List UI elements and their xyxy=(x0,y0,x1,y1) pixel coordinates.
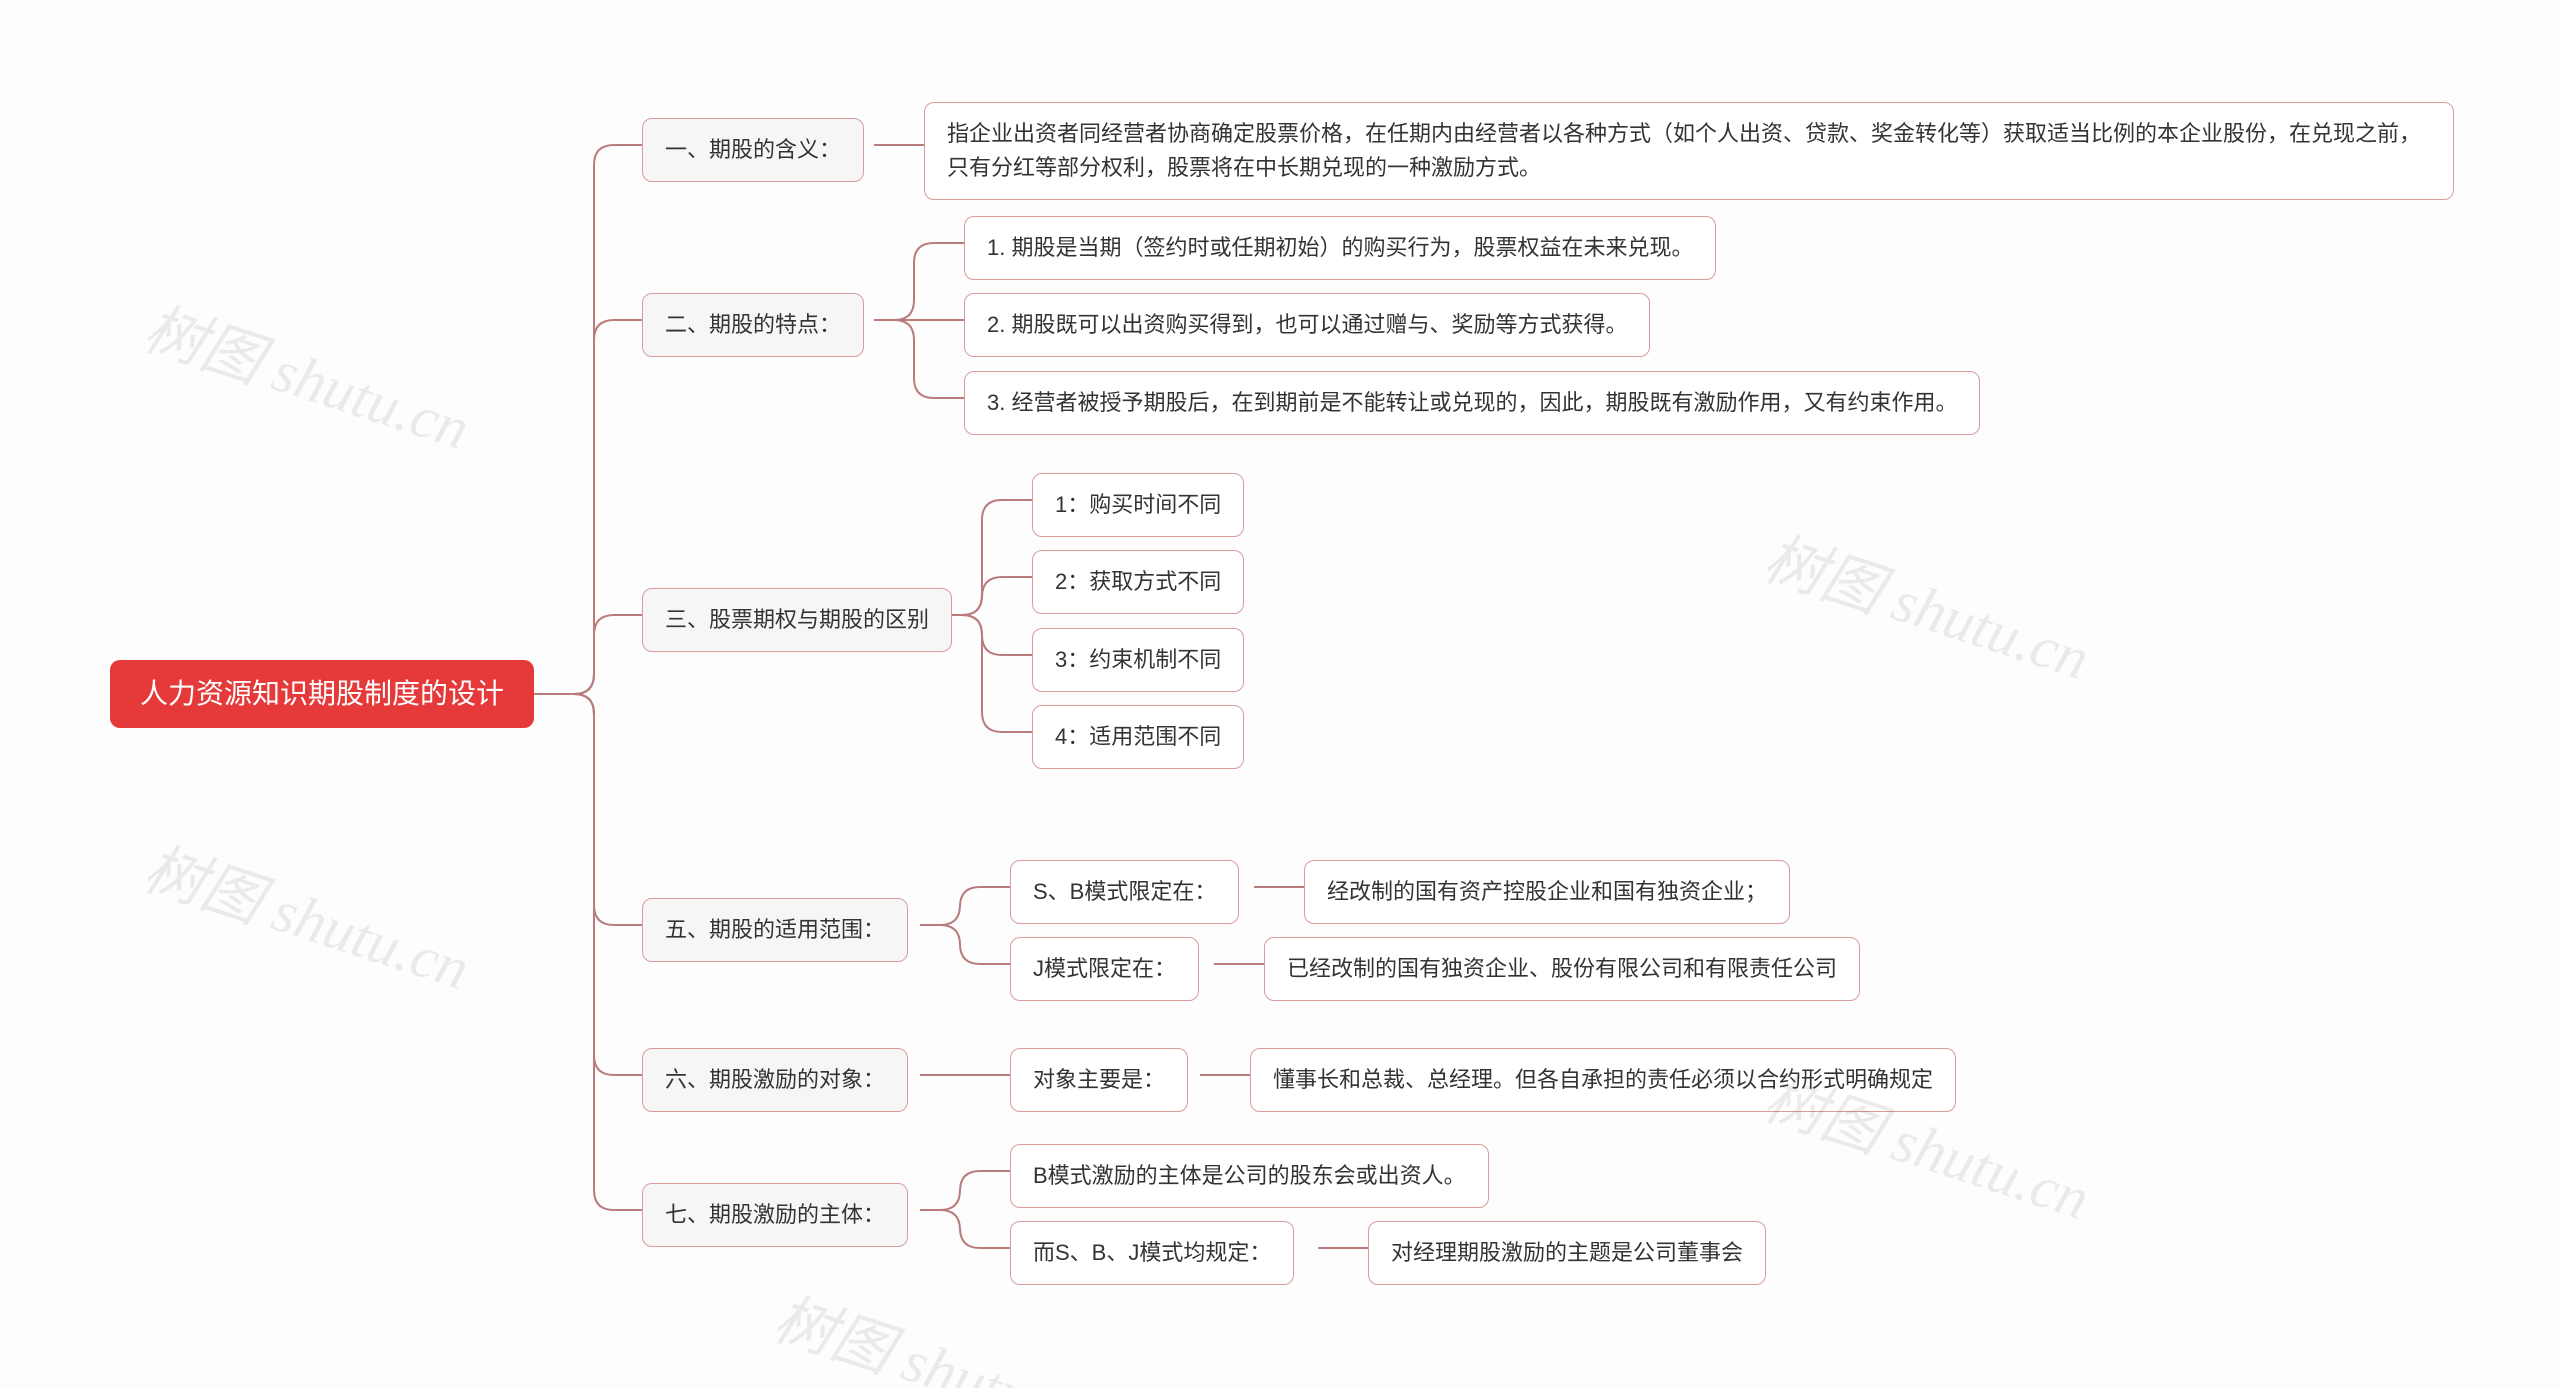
branch-6-label: 七、期股激励的主体： xyxy=(665,1198,885,1232)
branch-4-label: 五、期股的适用范围： xyxy=(665,913,885,947)
watermark-text: 树图 shutu.cn xyxy=(765,1270,1112,1388)
branch-6-leaf-1[interactable]: B模式激励的主体是公司的股东会或出资人。 xyxy=(1010,1144,1489,1208)
branch-3-leaf-4[interactable]: 4：适用范围不同 xyxy=(1032,705,1244,769)
branch-6-leaf-2-sub-text: 对经理期股激励的主题是公司董事会 xyxy=(1391,1236,1743,1270)
branch-3-leaf-1[interactable]: 1：购买时间不同 xyxy=(1032,473,1244,537)
root-label: 人力资源知识期股制度的设计 xyxy=(140,672,504,715)
branch-4-leaf-2[interactable]: J模式限定在： xyxy=(1010,937,1199,1001)
branch-2-leaf-1-text: 1. 期股是当期（签约时或任期初始）的购买行为，股票权益在未来兑现。 xyxy=(987,231,1693,265)
branch-2[interactable]: 二、期股的特点： xyxy=(642,293,864,357)
branch-4-leaf-2-text: J模式限定在： xyxy=(1033,952,1176,986)
branch-5-leaf-1[interactable]: 对象主要是： xyxy=(1010,1048,1188,1112)
branch-2-label: 二、期股的特点： xyxy=(665,308,841,342)
branch-2-leaf-1[interactable]: 1. 期股是当期（签约时或任期初始）的购买行为，股票权益在未来兑现。 xyxy=(964,216,1716,280)
branch-6-leaf-2-sub[interactable]: 对经理期股激励的主题是公司董事会 xyxy=(1368,1221,1766,1285)
root-node[interactable]: 人力资源知识期股制度的设计 xyxy=(110,660,534,728)
branch-5[interactable]: 六、期股激励的对象： xyxy=(642,1048,908,1112)
branch-4-leaf-1[interactable]: S、B模式限定在： xyxy=(1010,860,1239,924)
branch-5-label: 六、期股激励的对象： xyxy=(665,1063,885,1097)
branch-6[interactable]: 七、期股激励的主体： xyxy=(642,1183,908,1247)
branch-1-leaf-1-text: 指企业出资者同经营者协商确定股票价格，在任期内由经营者以各种方式（如个人出资、贷… xyxy=(947,117,2431,185)
watermark-text: 树图 shutu.cn xyxy=(135,820,482,1007)
watermark-text: 树图 shutu.cn xyxy=(1755,510,2102,697)
branch-1-leaf-1[interactable]: 指企业出资者同经营者协商确定股票价格，在任期内由经营者以各种方式（如个人出资、贷… xyxy=(924,102,2454,200)
branch-3-leaf-3[interactable]: 3：约束机制不同 xyxy=(1032,628,1244,692)
watermark-text: 树图 shutu.cn xyxy=(135,280,482,467)
branch-2-leaf-3-text: 3. 经营者被授予期股后，在到期前是不能转让或兑现的，因此，期股既有激励作用，又… xyxy=(987,386,1957,420)
branch-4-leaf-1-text: S、B模式限定在： xyxy=(1033,875,1216,909)
branch-1[interactable]: 一、期股的含义： xyxy=(642,118,864,182)
branch-3-leaf-4-text: 4：适用范围不同 xyxy=(1055,720,1221,754)
branch-6-leaf-1-text: B模式激励的主体是公司的股东会或出资人。 xyxy=(1033,1159,1466,1193)
branch-4-leaf-2-sub[interactable]: 已经改制的国有独资企业、股份有限公司和有限责任公司 xyxy=(1264,937,1860,1001)
branch-2-leaf-2[interactable]: 2. 期股既可以出资购买得到，也可以通过赠与、奖励等方式获得。 xyxy=(964,293,1650,357)
branch-6-leaf-2[interactable]: 而S、B、J模式均规定： xyxy=(1010,1221,1294,1285)
branch-5-leaf-1-text: 对象主要是： xyxy=(1033,1063,1165,1097)
branch-3-label: 三、股票期权与期股的区别 xyxy=(665,603,929,637)
branch-4[interactable]: 五、期股的适用范围： xyxy=(642,898,908,962)
branch-3-leaf-1-text: 1：购买时间不同 xyxy=(1055,488,1221,522)
branch-6-leaf-2-text: 而S、B、J模式均规定： xyxy=(1033,1236,1271,1270)
branch-4-leaf-2-sub-text: 已经改制的国有独资企业、股份有限公司和有限责任公司 xyxy=(1287,952,1837,986)
branch-3-leaf-3-text: 3：约束机制不同 xyxy=(1055,643,1221,677)
branch-1-label: 一、期股的含义： xyxy=(665,133,841,167)
branch-3-leaf-2[interactable]: 2：获取方式不同 xyxy=(1032,550,1244,614)
branch-3[interactable]: 三、股票期权与期股的区别 xyxy=(642,588,952,652)
branch-4-leaf-1-sub[interactable]: 经改制的国有资产控股企业和国有独资企业； xyxy=(1304,860,1790,924)
branch-4-leaf-1-sub-text: 经改制的国有资产控股企业和国有独资企业； xyxy=(1327,875,1767,909)
branch-2-leaf-2-text: 2. 期股既可以出资购买得到，也可以通过赠与、奖励等方式获得。 xyxy=(987,308,1627,342)
branch-2-leaf-3[interactable]: 3. 经营者被授予期股后，在到期前是不能转让或兑现的，因此，期股既有激励作用，又… xyxy=(964,371,1980,435)
branch-3-leaf-2-text: 2：获取方式不同 xyxy=(1055,565,1221,599)
